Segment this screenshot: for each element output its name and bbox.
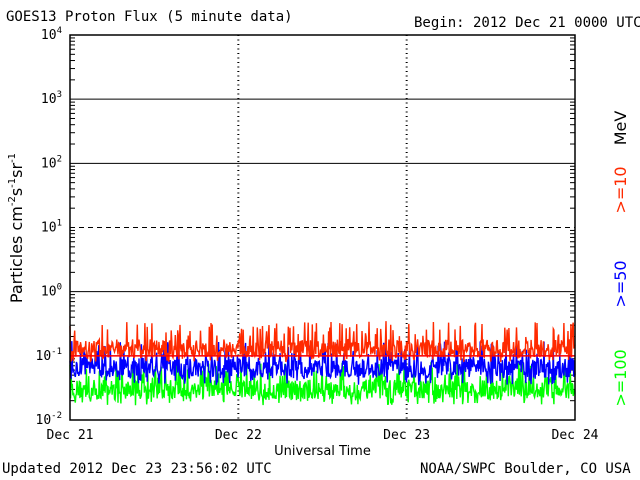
legend-entry: >=50 xyxy=(611,260,630,307)
y-axis-title-part: -1 xyxy=(7,178,18,188)
y-axis-title-part: sr xyxy=(7,163,26,178)
y-axis-title-part: -2 xyxy=(7,196,18,206)
updated-time: Updated 2012 Dec 23 23:56:02 UTC xyxy=(2,461,272,477)
legend-entry: >=100 xyxy=(611,349,630,406)
x-tick-label: Dec 24 xyxy=(552,428,599,443)
x-axis-title: Universal Time xyxy=(274,444,371,459)
y-tick-label: 10-1 xyxy=(36,347,63,364)
legend-entry: >=10 xyxy=(611,166,630,213)
y-tick-label: 104 xyxy=(41,26,62,43)
y-tick-base: 10 xyxy=(41,156,57,171)
series-line xyxy=(69,341,576,386)
y-tick-base: 10 xyxy=(41,221,57,236)
series-line xyxy=(69,362,576,406)
y-tick-exponent: -2 xyxy=(51,411,62,421)
y-axis-title-part: s xyxy=(7,188,26,196)
y-tick-base: 10 xyxy=(41,28,57,43)
legend-unit: MeV xyxy=(611,111,630,146)
plot-frame xyxy=(69,34,576,421)
y-tick-exponent: 3 xyxy=(57,90,62,100)
x-tick-label: Dec 23 xyxy=(383,428,430,443)
y-tick-label: 10-2 xyxy=(36,411,63,428)
y-tick-base: 10 xyxy=(41,92,57,107)
credit-text: NOAA/SWPC Boulder, CO USA xyxy=(420,461,631,477)
begin-time: Begin: 2012 Dec 21 0000 UTC xyxy=(414,15,640,31)
x-tick-label: Dec 21 xyxy=(47,428,94,443)
y-tick-exponent: 0 xyxy=(57,283,62,293)
y-tick-base: 10 xyxy=(36,349,52,364)
y-tick-exponent: 2 xyxy=(57,154,62,164)
series-line xyxy=(69,321,576,363)
y-tick-label: 101 xyxy=(41,219,62,236)
y-tick-exponent: 4 xyxy=(57,26,62,36)
y-tick-exponent: 1 xyxy=(57,219,62,229)
y-tick-label: 102 xyxy=(41,154,62,171)
y-axis-title: Particles cm-2s-1sr-1 xyxy=(7,153,26,303)
chart-title: GOES13 Proton Flux (5 minute data) xyxy=(6,9,293,25)
y-axis-title-part: Particles cm xyxy=(7,206,26,303)
y-tick-label: 103 xyxy=(41,90,62,107)
y-axis-title-part: -1 xyxy=(7,153,18,163)
y-tick-exponent: -1 xyxy=(51,347,62,357)
x-tick-label: Dec 22 xyxy=(215,428,262,443)
y-tick-base: 10 xyxy=(36,413,52,428)
y-tick-base: 10 xyxy=(41,285,57,300)
y-tick-label: 100 xyxy=(41,283,62,300)
